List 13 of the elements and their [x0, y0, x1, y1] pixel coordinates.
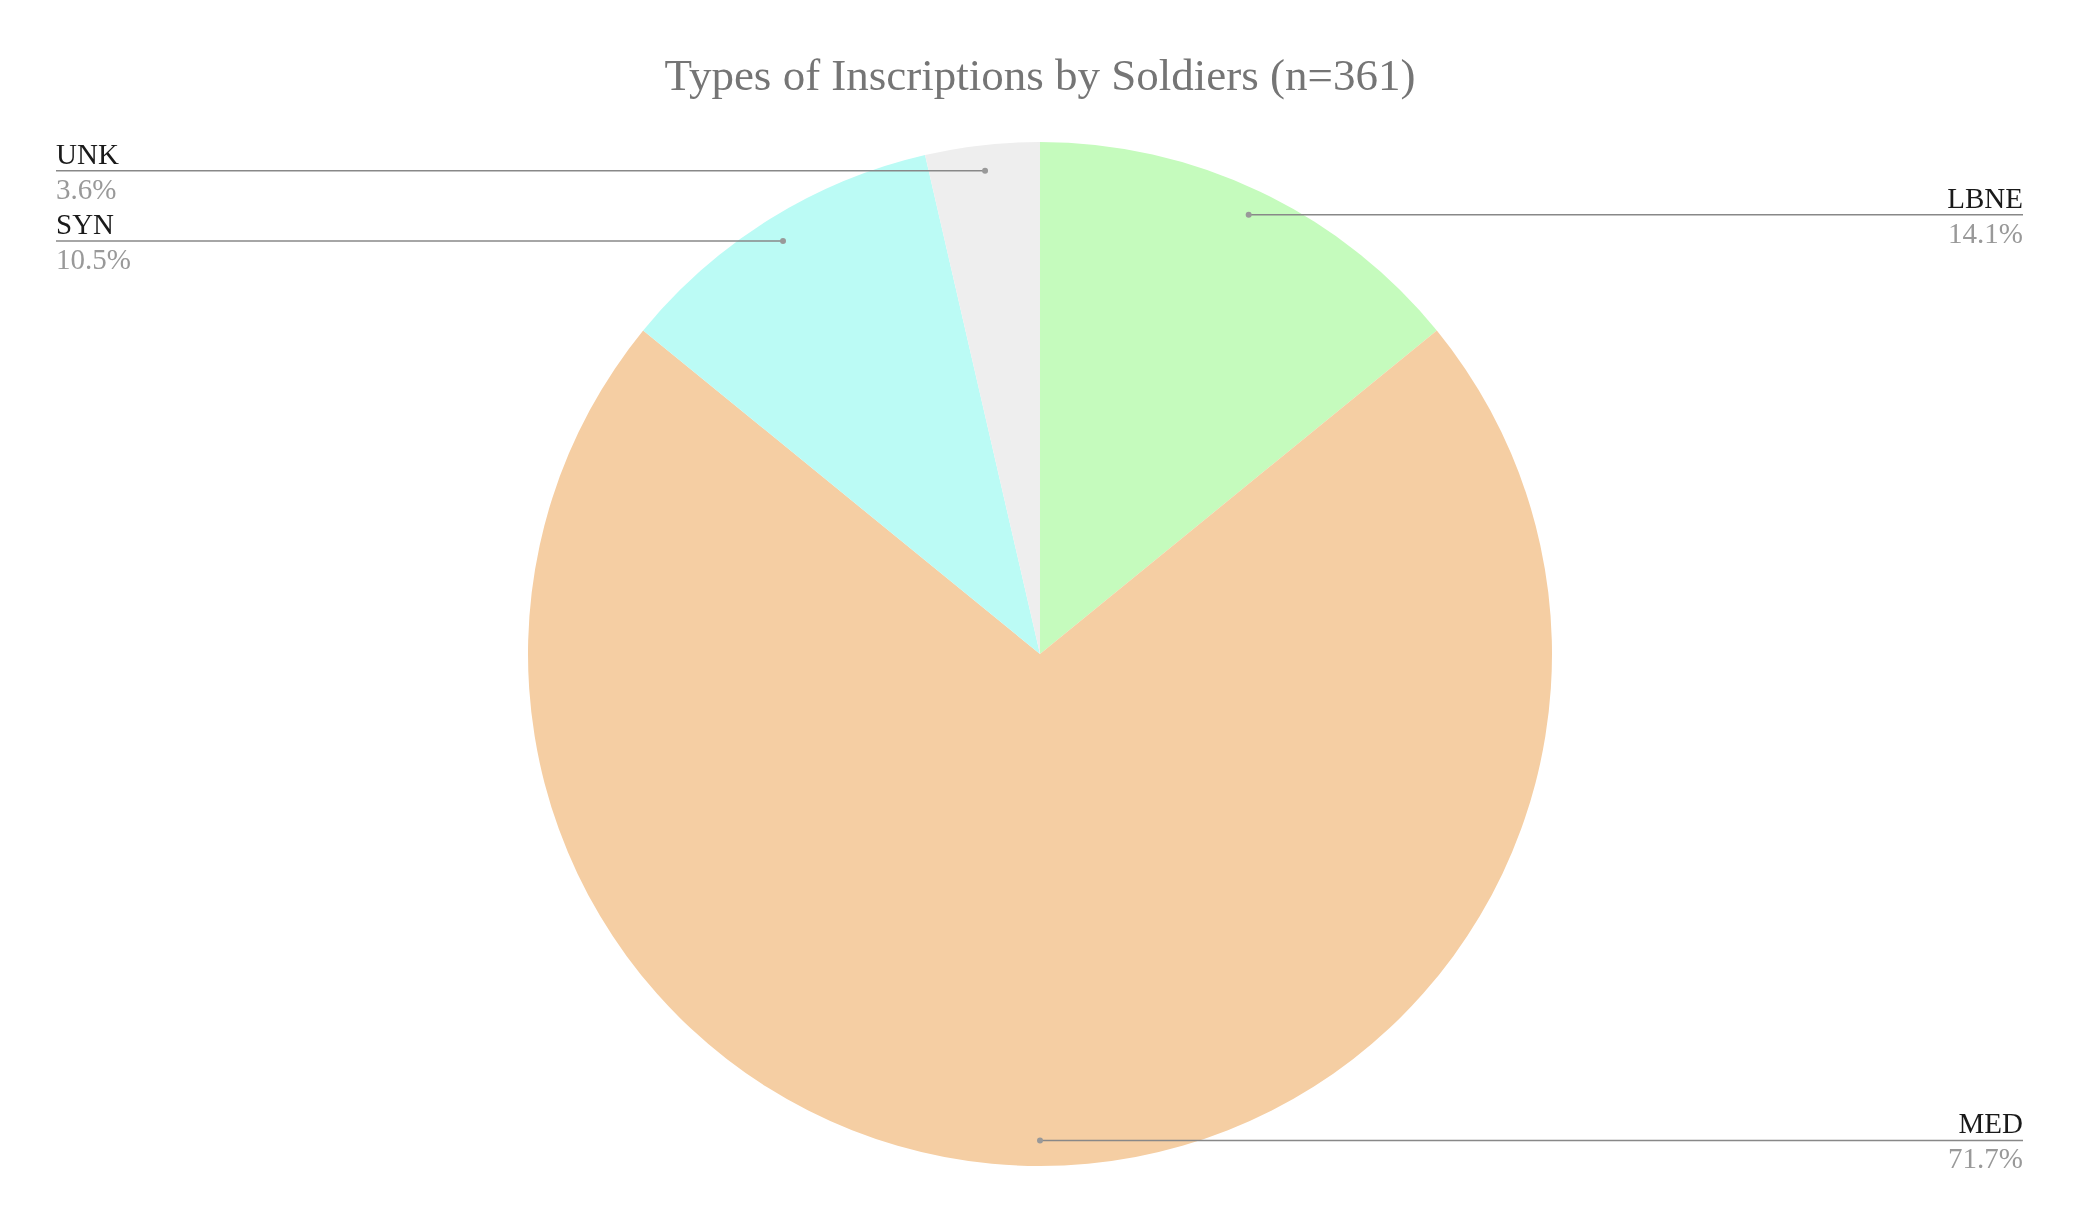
pie-slice: [925, 142, 1040, 654]
slice-label: SYN: [56, 208, 115, 241]
data-label: 3.6%: [56, 172, 117, 205]
pie-slice: [643, 155, 1040, 654]
data-label: 10.5%: [56, 243, 131, 276]
slice-label: LBNE: [1947, 181, 2023, 214]
pie-slice: [528, 330, 1552, 1165]
chart-title: Types of Inscriptions by Soldiers (n=361): [663, 49, 1417, 102]
slice-label: UNK: [56, 137, 119, 170]
pie-slice: [1040, 142, 1437, 654]
data-label: 71.7%: [1948, 1142, 2023, 1175]
data-label: 14.1%: [1948, 216, 2023, 249]
slice-label: MED: [1958, 1107, 2023, 1140]
